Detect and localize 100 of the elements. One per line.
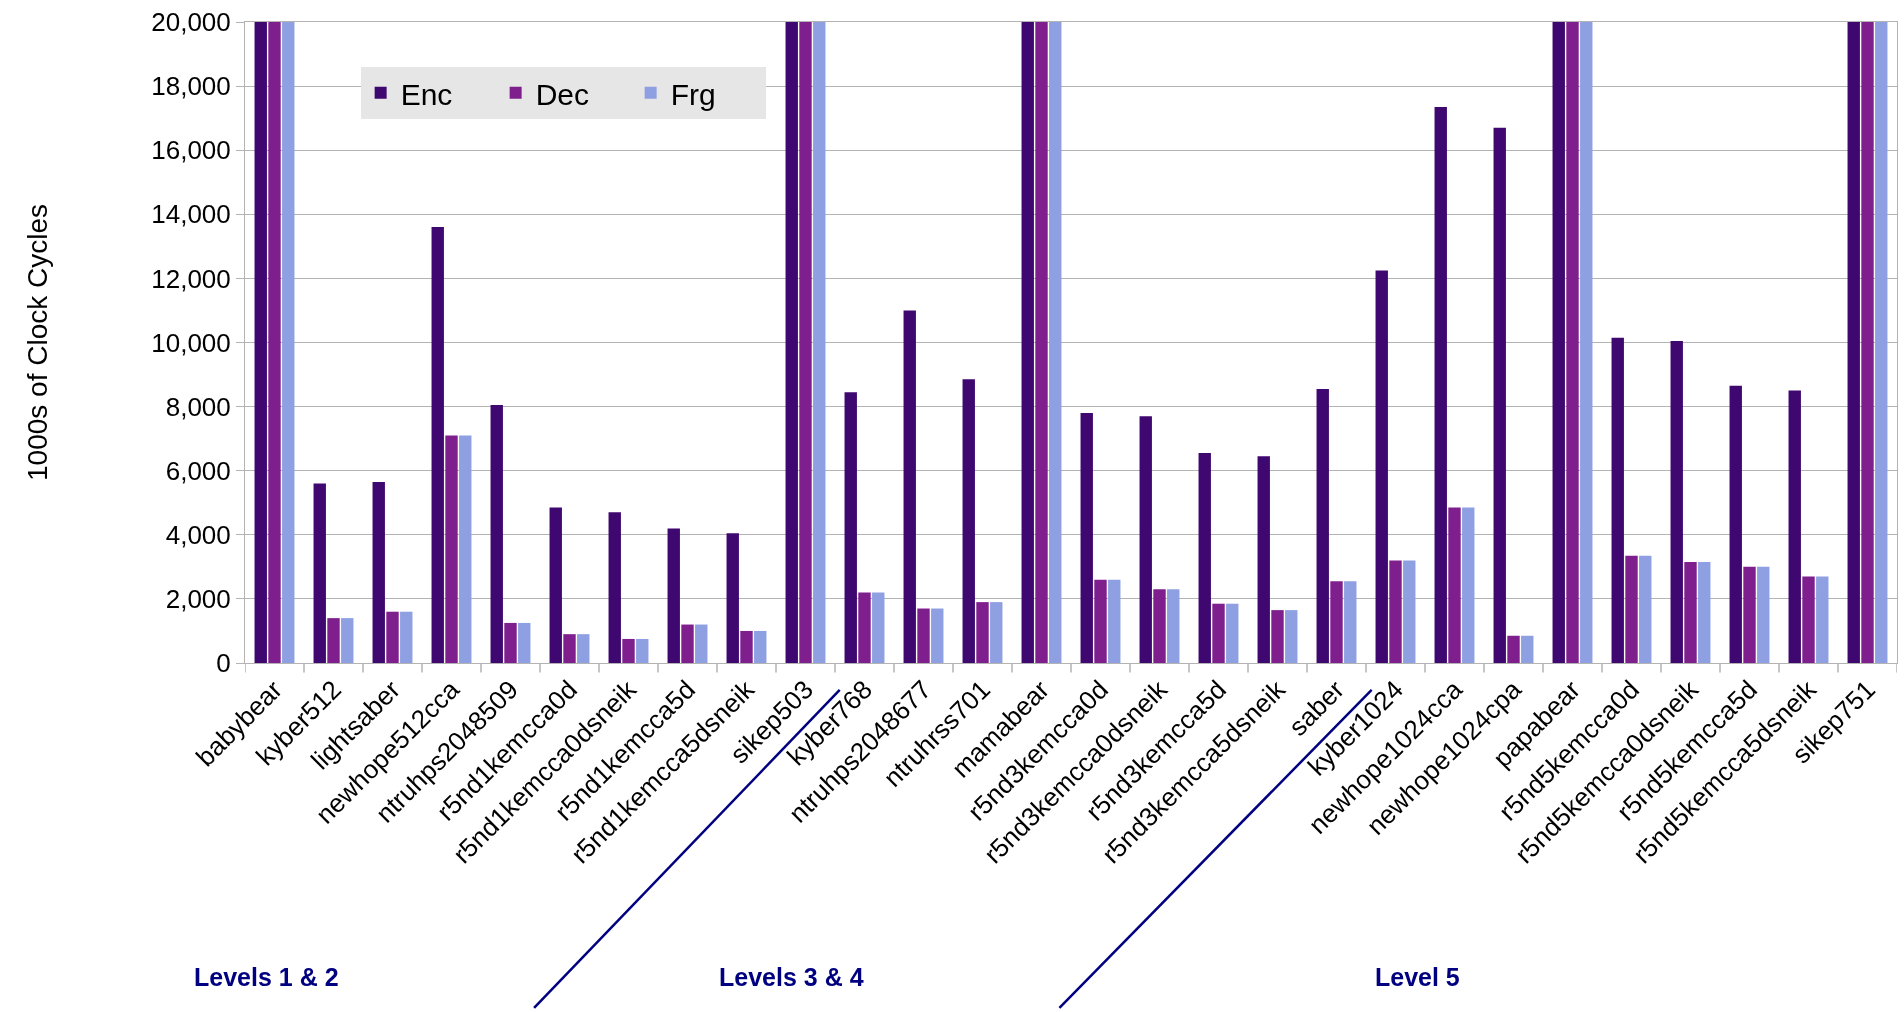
bar: [490, 405, 503, 663]
bar: [1285, 610, 1298, 663]
bar: [667, 528, 680, 663]
y-tick-label: 8,000: [165, 391, 231, 422]
bar: [962, 379, 975, 663]
bar: [341, 618, 354, 663]
bar: [813, 22, 826, 663]
bar: [1198, 453, 1211, 663]
bar: [844, 392, 857, 663]
bar: [636, 638, 649, 663]
y-tick-label: 0: [216, 648, 231, 679]
y-tick-label: 18,000: [151, 71, 231, 102]
y-tick-label: 2,000: [165, 584, 231, 614]
bar: [431, 227, 444, 663]
bar: [1552, 22, 1565, 663]
bar: [1257, 456, 1270, 663]
bar: [313, 483, 326, 663]
bar: [931, 608, 944, 663]
bar: [990, 602, 1003, 663]
bar: [1462, 507, 1475, 663]
bar: [1167, 589, 1180, 663]
y-tick-label: 14,000: [151, 199, 231, 230]
bar: [1021, 22, 1034, 663]
bar: [1108, 579, 1121, 663]
bar: [785, 22, 798, 663]
bar: [1389, 560, 1402, 663]
bar: [1226, 603, 1239, 663]
bar: [740, 630, 753, 663]
legend-label: Dec: [535, 77, 589, 111]
bar: [372, 481, 385, 663]
bar: [1493, 127, 1506, 663]
y-tick-label: 4,000: [165, 519, 231, 550]
bar: [1729, 385, 1742, 663]
bar: [1566, 22, 1579, 663]
bar: [622, 638, 635, 663]
bar: [1788, 390, 1801, 663]
bar: [1448, 507, 1461, 663]
bar: [504, 622, 517, 663]
bar: [1507, 635, 1520, 663]
bar: [903, 310, 916, 663]
bar: [386, 611, 399, 663]
legend-label: Frg: [670, 77, 716, 111]
bar: [1434, 106, 1447, 663]
bar: [577, 634, 590, 663]
bar: [459, 435, 472, 663]
y-tick-label: 16,000: [151, 135, 231, 166]
y-tick-label: 10,000: [151, 327, 231, 358]
bar: [976, 602, 989, 663]
bar: [1521, 635, 1534, 663]
bar: [518, 622, 531, 663]
bar: [1743, 566, 1756, 663]
bar: [1639, 555, 1652, 663]
y-tick-label: 20,000: [151, 7, 231, 38]
bar: [1212, 603, 1225, 663]
bar: [1330, 581, 1343, 663]
bar: [1049, 22, 1062, 663]
bar: [1403, 560, 1416, 663]
bar: [608, 512, 621, 663]
bar: [1094, 579, 1107, 663]
bar: [1698, 562, 1711, 663]
text: Levels 1 & 2: [194, 963, 339, 991]
bar: [1153, 589, 1166, 663]
bar: [754, 630, 767, 663]
bar: [1580, 22, 1593, 663]
bar: [254, 22, 267, 663]
bar: [1861, 22, 1874, 663]
bar: [1139, 416, 1152, 663]
bar: [445, 435, 458, 663]
bar: [268, 22, 281, 663]
y-tick-label: 6,000: [165, 455, 231, 486]
bar: [1684, 562, 1697, 663]
bar: [1375, 270, 1388, 663]
bar: [327, 618, 340, 663]
y-axis-title: 1000s of Clock Cycles: [21, 203, 53, 482]
bar: [1802, 576, 1815, 663]
bar: [726, 533, 739, 663]
y-tick-label: 12,000: [151, 263, 231, 294]
bar: [1271, 610, 1284, 663]
bar: [1035, 22, 1048, 663]
bar: [1670, 340, 1683, 663]
bar: [1344, 581, 1357, 663]
bar: [1757, 566, 1770, 663]
bar: [549, 507, 562, 663]
bar: [858, 592, 871, 663]
bar: [282, 22, 295, 663]
bar: [1816, 576, 1829, 663]
bar: [872, 592, 885, 663]
legend-label: Enc: [400, 77, 453, 111]
bar: [400, 611, 413, 663]
bar: [695, 624, 708, 663]
bar: [1625, 555, 1638, 663]
bar: [799, 22, 812, 663]
bar: [563, 634, 576, 663]
text: Levels 3 & 4: [719, 963, 864, 991]
text: Level 5: [1375, 963, 1460, 991]
bar: [1611, 337, 1624, 663]
bar: [1875, 22, 1888, 663]
bar: [1316, 388, 1329, 663]
bar: [681, 624, 694, 663]
bar: [1847, 22, 1860, 663]
